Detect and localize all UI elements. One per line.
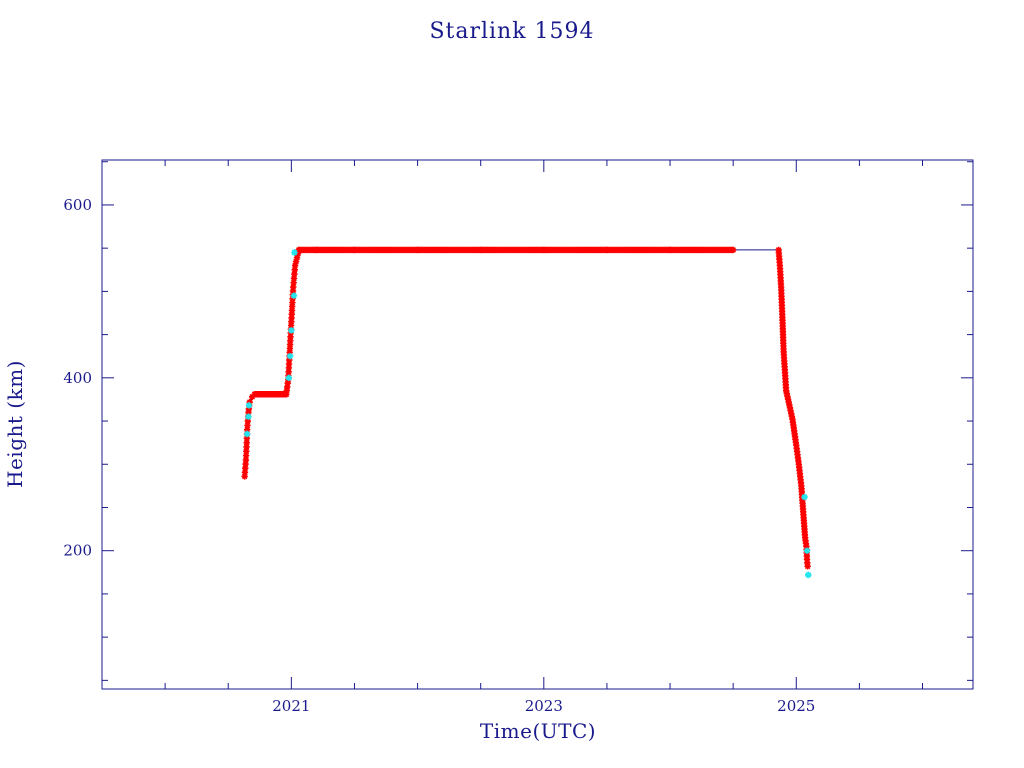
data-point-fill [241,469,249,476]
data-point-fill [244,417,251,425]
data-point [245,409,252,416]
data-point-fill [286,356,293,364]
data-point-fill [777,280,785,288]
x-axis-label: Time(UTC) [480,719,596,743]
data-point-fill [243,448,250,455]
data-point-fill [286,345,294,352]
data-point-fill [285,368,292,375]
data-point-alt [245,413,252,420]
axis-ticks [101,160,973,689]
data-point-fill [289,295,296,302]
data-point-fill [287,322,295,329]
data-point [290,283,297,291]
data-point-fill [728,246,736,254]
data-point-alt [290,292,298,299]
data-point [243,426,251,433]
data-point-fill [803,552,811,560]
data-point-fill [288,303,296,310]
data-markers [241,246,812,579]
data-point [241,473,248,480]
data-point-alt [291,249,298,256]
data-point-fill [804,559,811,567]
data-point-alt [288,327,295,334]
series-lines [244,249,809,567]
data-point-alt [801,493,808,501]
data-point-fill [788,413,796,420]
data-point-fill [242,452,250,459]
data-point-fill [284,383,291,391]
data-point-alt [285,374,293,382]
data-point-fill [784,396,792,403]
data-point [246,398,253,406]
y-axis-label: Height (km) [3,360,27,488]
data-point-fill [290,279,297,286]
data-point-fill [780,345,787,353]
data-point-fill [291,266,298,273]
data-point-fill [288,318,295,325]
data-point-alt [245,402,253,409]
y-tick-label: 400 [63,369,92,387]
data-point [803,556,811,563]
data-point-fill [795,457,802,465]
data-point-fill [294,250,302,257]
data-point-fill [244,422,251,429]
data-point-fill [797,479,805,486]
data-point-fill [245,405,253,413]
data-point-fill [287,333,294,340]
data-point-fill [284,380,291,387]
x-tick-label: 2021 [272,697,310,715]
data-point [243,443,250,451]
series-line [244,249,809,567]
data-point-fill [242,464,249,472]
data-point-fill [799,497,806,504]
x-tick-label: 2025 [777,697,815,715]
data-point [804,563,811,570]
data-point-fill [291,270,298,278]
data-point-fill [293,254,301,261]
plot-frame [101,159,974,690]
data-point-alt [286,353,294,360]
data-point-fill [292,258,300,265]
x-tick-label: 2023 [525,697,563,715]
data-point-alt [805,571,812,579]
data-point-fill [243,439,250,446]
data-point-fill [800,514,807,521]
data-point-fill [782,384,790,391]
y-tick-label: 600 [63,196,92,214]
data-point-fill [283,387,290,394]
data-point [288,307,296,314]
data-point-fill [802,540,810,547]
data-point-fill [285,360,293,368]
data-point-fill [242,460,249,468]
data-point-fill [290,275,298,282]
data-point [249,393,256,401]
data-point-fill [289,299,296,306]
axis-tick-labels: 2021 2023 2025 200 400 600 [63,196,815,715]
data-point-fill [286,349,293,356]
data-point-fill [776,259,783,266]
data-point-fill [288,310,295,318]
data-point-alt [803,547,811,554]
data-point-fill [792,439,800,446]
data-point-fill [283,391,290,398]
data-point [242,456,250,464]
y-tick-label: 200 [63,542,92,560]
data-point-fill [288,314,295,322]
data-point-fill [243,435,251,442]
data-point-fill [289,287,297,295]
data-point-fill [779,311,786,318]
data-point-fill [287,337,294,344]
data-point-alt [243,430,251,438]
data-point-fill [286,341,294,348]
data-point-fill [801,531,809,539]
data-point [291,262,299,269]
chart-title: Starlink 1594 [429,19,594,44]
data-point-fill [285,364,293,372]
